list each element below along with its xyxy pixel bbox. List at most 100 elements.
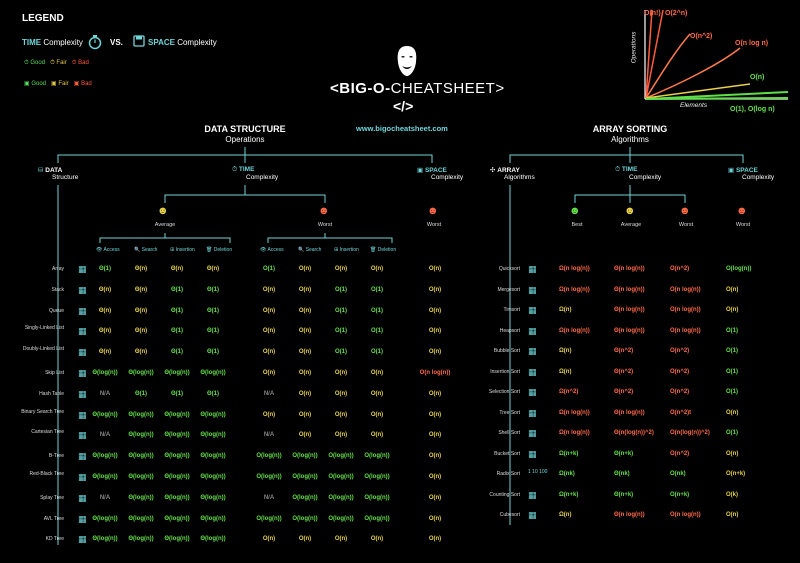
- ds-worst-cell: O(n): [370, 536, 384, 543]
- legend-time: TIME Complexity: [22, 38, 83, 47]
- ds-worst-cell: O(n): [334, 432, 348, 439]
- eye-icon: 👁: [96, 247, 103, 253]
- legend-title: LEGEND: [22, 13, 64, 24]
- as-cell: O(n^2): [670, 389, 690, 395]
- ds-space-cell: O(n): [428, 349, 442, 356]
- ds-row-icon: ▦: [78, 534, 87, 545]
- ds-row-icon: ▦: [78, 492, 87, 503]
- as-cell: Ω(n log(n)): [559, 286, 590, 293]
- ds-worst-cell: O(log(n)): [328, 474, 354, 480]
- as-row-icon: 1 10 100: [528, 469, 548, 475]
- as-cell: Ω(n): [559, 348, 572, 354]
- ds-avg-cell: Θ(log(n)): [200, 432, 226, 439]
- as-row-icon: ▦: [528, 387, 537, 397]
- ds-avg-cell: Θ(log(n)): [92, 370, 118, 376]
- as-cell: O(1): [726, 348, 738, 354]
- ds-space-cell: O(n): [428, 536, 442, 543]
- as-cell: O(k): [726, 491, 738, 498]
- legend-space: SPACE Complexity: [148, 38, 217, 47]
- ds-row-icon: ▦: [78, 326, 87, 337]
- ds-avg-cell: Θ(n): [134, 328, 148, 335]
- ds-avg-cell: Θ(log(n)): [164, 453, 190, 460]
- as-space-worst-label: Worst: [735, 222, 751, 228]
- as-cell: O(n log(n)): [670, 307, 701, 313]
- stopwatch-icon: [88, 35, 102, 50]
- as-cell: O(1): [726, 389, 738, 395]
- as-cell: Ω(n log(n)): [559, 327, 590, 334]
- as-row-label: Cubesort: [499, 512, 520, 518]
- as-average-mask-icon: ☻: [624, 205, 636, 217]
- ds-avg-cell: Θ(log(n)): [200, 474, 226, 480]
- ds-row-label: Red-Black Tree: [29, 471, 64, 477]
- ds-avg-cell: Θ(n): [98, 328, 112, 335]
- ds-avg-cell: Θ(n): [134, 266, 148, 272]
- curve-label-n-squared: O(n^2): [690, 33, 713, 40]
- ds-worst-cell: O(1): [371, 349, 383, 356]
- ds-avg-cell: Θ(1): [171, 328, 183, 335]
- ds-worst-cell: O(n): [262, 411, 276, 418]
- as-row-icon: ▦: [528, 325, 537, 336]
- as-row-icon: ▦: [528, 366, 537, 377]
- ds-row-icon: ▦: [78, 513, 87, 524]
- ds-worst-cell: O(n): [334, 390, 348, 397]
- as-cell: O(n^2): [670, 348, 690, 354]
- as-cell: Θ(n+k): [614, 450, 634, 457]
- ds-avg-cell: Θ(1): [171, 307, 183, 314]
- col-access-avg: 👁 Access: [96, 247, 120, 253]
- ds-row-icon: ▦: [78, 368, 87, 378]
- ds-space-cell: O(n): [428, 266, 442, 272]
- as-array-header: ✣ ARRAY Algorithms: [490, 167, 535, 181]
- ds-average-label: Average: [154, 222, 176, 228]
- ds-section-title: DATA STRUCTURE Operations: [204, 124, 286, 144]
- complexity-chart: [644, 9, 789, 100]
- as-row-label: Selection Sort: [488, 389, 520, 395]
- ds-avg-cell: Θ(log(n)): [128, 411, 154, 418]
- site-url-link[interactable]: www.bigocheatsheet.com: [356, 124, 448, 133]
- as-row-icon: ▦: [528, 448, 537, 459]
- eye-icon: 👁: [260, 247, 267, 253]
- as-best-label: Best: [571, 222, 583, 228]
- curve-n-factorial: [645, 9, 653, 99]
- ds-worst-cell: O(n): [262, 370, 276, 376]
- ds-time-header: ⏱ TIME Complexity: [232, 166, 279, 181]
- curve-label-2-n: O(2^n): [665, 10, 688, 17]
- ds-row-label: Array: [52, 266, 64, 272]
- ds-space-cell: O(n log(n)): [419, 370, 451, 376]
- ds-avg-cell: Θ(log(n)): [92, 536, 118, 543]
- ds-avg-cell: Θ(1): [171, 390, 183, 397]
- ds-avg-cell: Θ(1): [171, 286, 183, 293]
- page-title: <BIG-O-CHEATSHEET>: [330, 80, 505, 97]
- ds-worst-cell: O(n): [298, 328, 312, 335]
- ds-worst-cell: O(n): [370, 370, 384, 376]
- col-insertion-worst: ⊞ Insertion: [334, 247, 359, 253]
- as-cell: O(n): [726, 409, 739, 416]
- as-cell: O(nk): [670, 471, 686, 477]
- as-cell: O(n+k): [726, 471, 746, 477]
- ds-worst-cell: O(n): [298, 432, 312, 439]
- as-row-label: Quicksort: [498, 266, 520, 272]
- ds-worst-cell: O(n): [334, 266, 348, 272]
- as-cell: O(n log(n)): [670, 512, 701, 518]
- ds-space-cell: O(n): [428, 390, 442, 397]
- as-cell: O(n log(n)): [670, 327, 701, 334]
- ds-worst-cell: O(1): [335, 349, 347, 356]
- ds-space-worst-label: Worst: [426, 222, 442, 228]
- ds-avg-cell: Θ(1): [207, 286, 219, 293]
- ds-avg-cell: N/A: [99, 390, 111, 397]
- ds-row-label: Hash Table: [39, 390, 64, 397]
- ds-worst-cell: O(n): [334, 370, 348, 376]
- ds-worst-cell: O(n): [262, 328, 276, 335]
- ds-worst-cell: O(1): [263, 266, 275, 272]
- space-worst-mask-icon: ☻: [427, 205, 439, 217]
- ds-avg-cell: Θ(log(n)): [164, 494, 190, 501]
- as-cell: Θ(n(log(n))^2): [614, 430, 654, 436]
- ds-avg-cell: Θ(n): [98, 286, 112, 293]
- ds-avg-cell: Θ(log(n)): [128, 432, 154, 439]
- disk-icon: [133, 35, 145, 47]
- ds-row-icon: ▦: [78, 430, 87, 441]
- as-cell: O(n(log(n))^2): [670, 430, 710, 436]
- as-cell: Ω(n log(n)): [559, 409, 590, 416]
- ds-avg-cell: Θ(log(n)): [92, 515, 118, 522]
- as-time-header: ⏱ TIME Complexity: [615, 166, 662, 181]
- ds-avg-cell: Θ(log(n)): [200, 494, 226, 501]
